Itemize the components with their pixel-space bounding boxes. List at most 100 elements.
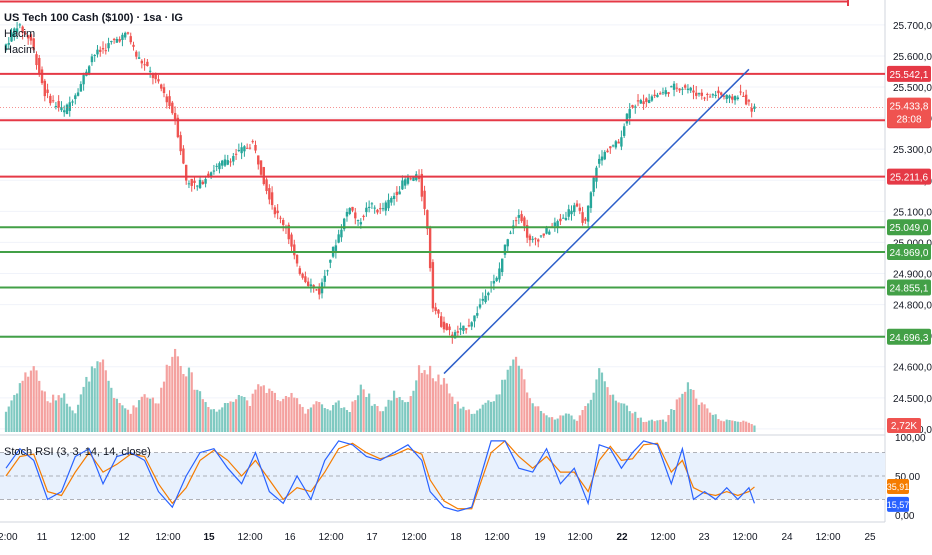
- candle-body: [154, 74, 157, 80]
- candle-body: [392, 195, 396, 199]
- volume-bar: [437, 374, 440, 432]
- candle-body: [412, 177, 415, 181]
- volume-bar: [40, 390, 44, 432]
- volume-bar: [32, 366, 35, 432]
- candle-body: [742, 95, 745, 97]
- volume-bar: [595, 379, 598, 432]
- volume-bar: [534, 406, 537, 432]
- candle-body: [456, 331, 460, 333]
- volume-bar: [717, 419, 720, 432]
- rsi-k-label: 35,91: [887, 482, 910, 492]
- candle-body: [354, 212, 357, 219]
- volume-bar: [440, 384, 443, 432]
- candle-body: [162, 87, 166, 94]
- volume-bar: [401, 400, 404, 432]
- candle-body: [65, 104, 69, 114]
- candle-body: [187, 183, 191, 185]
- volume-bar: [564, 413, 568, 432]
- volume-label[interactable]: Hacim: [4, 28, 36, 40]
- volume-bar: [692, 389, 695, 432]
- volume-bar: [190, 372, 193, 432]
- candle-body: [212, 170, 216, 172]
- candle-body: [520, 214, 523, 222]
- candle-body: [13, 28, 16, 37]
- volume-bar: [187, 367, 191, 432]
- volume-bar: [478, 408, 482, 432]
- volume-label-2[interactable]: Hacim: [4, 44, 36, 56]
- volume-bar: [268, 388, 271, 432]
- volume-bar: [614, 400, 617, 432]
- symbol-title[interactable]: US Tech 100 Cash ($100) · 1sa · IG: [4, 12, 183, 24]
- price-tick: 25.600,0: [893, 52, 932, 63]
- candle-body: [509, 232, 512, 234]
- volume-bar: [648, 420, 651, 432]
- volume-bar: [326, 409, 329, 432]
- volume-bar: [650, 419, 653, 432]
- volume-bar: [684, 391, 687, 432]
- candle-body: [173, 113, 177, 120]
- candle-body: [523, 217, 526, 226]
- volume-bar: [38, 380, 41, 432]
- candle-body: [26, 35, 30, 39]
- candle-body: [179, 135, 182, 152]
- candle-body: [401, 180, 404, 190]
- volume-bar: [60, 397, 63, 432]
- volume-bar: [404, 402, 407, 432]
- candle-body: [21, 26, 24, 33]
- volume-bar: [689, 389, 692, 432]
- price-tick: 25.000,0: [893, 238, 932, 249]
- volume-bar: [703, 404, 706, 432]
- candle-body: [370, 203, 374, 205]
- level-tag: [887, 279, 931, 296]
- volume-bar: [320, 404, 324, 432]
- volume-bar: [262, 385, 265, 432]
- candle-body: [725, 94, 728, 100]
- volume-bar: [553, 419, 556, 432]
- volume-bar: [700, 402, 703, 432]
- volume-bar: [542, 413, 545, 432]
- volume-bar: [365, 397, 368, 432]
- volume-bar: [273, 392, 276, 432]
- time-tick: 12:00: [237, 532, 262, 543]
- candle-body: [539, 235, 543, 237]
- candle-body: [251, 141, 254, 143]
- candle-body: [46, 89, 49, 94]
- candle-body: [664, 90, 667, 95]
- rsi-d-label: 15,57: [887, 500, 910, 510]
- candle-body: [126, 32, 130, 34]
- candle-body: [686, 88, 690, 91]
- time-tick: 19: [534, 532, 546, 543]
- volume-bar: [307, 409, 310, 432]
- volume-bar: [728, 420, 731, 432]
- candle-body: [506, 239, 509, 247]
- candle-body: [478, 304, 482, 308]
- candle-body: [736, 97, 740, 99]
- volume-bar: [584, 406, 587, 432]
- volume-bar: [473, 413, 476, 432]
- volume-bar: [570, 415, 573, 432]
- candle-body: [567, 209, 570, 217]
- volume-bar: [697, 404, 701, 432]
- rsi-label[interactable]: Stoch RSI (3, 3, 14, 14, close): [4, 446, 151, 458]
- volume-bar: [337, 400, 340, 432]
- time-tick: 12:00: [155, 532, 180, 543]
- candle-body: [87, 66, 91, 74]
- volume-bar: [27, 376, 30, 432]
- candle-body: [107, 43, 110, 49]
- volume-bar: [670, 409, 673, 432]
- candle-body: [379, 208, 382, 210]
- volume-bar: [207, 407, 210, 432]
- candle-body: [207, 173, 210, 178]
- volume-bar: [115, 398, 118, 432]
- volume-bar: [137, 400, 141, 432]
- candle-body: [24, 33, 27, 35]
- candle-body: [584, 218, 587, 221]
- candle-body: [639, 100, 643, 104]
- candle-body: [750, 107, 753, 112]
- volume-bar: [362, 389, 365, 432]
- volume-bar: [173, 348, 177, 432]
- volume-bar: [539, 410, 543, 432]
- candle-body: [722, 95, 726, 97]
- candle-body: [71, 101, 74, 103]
